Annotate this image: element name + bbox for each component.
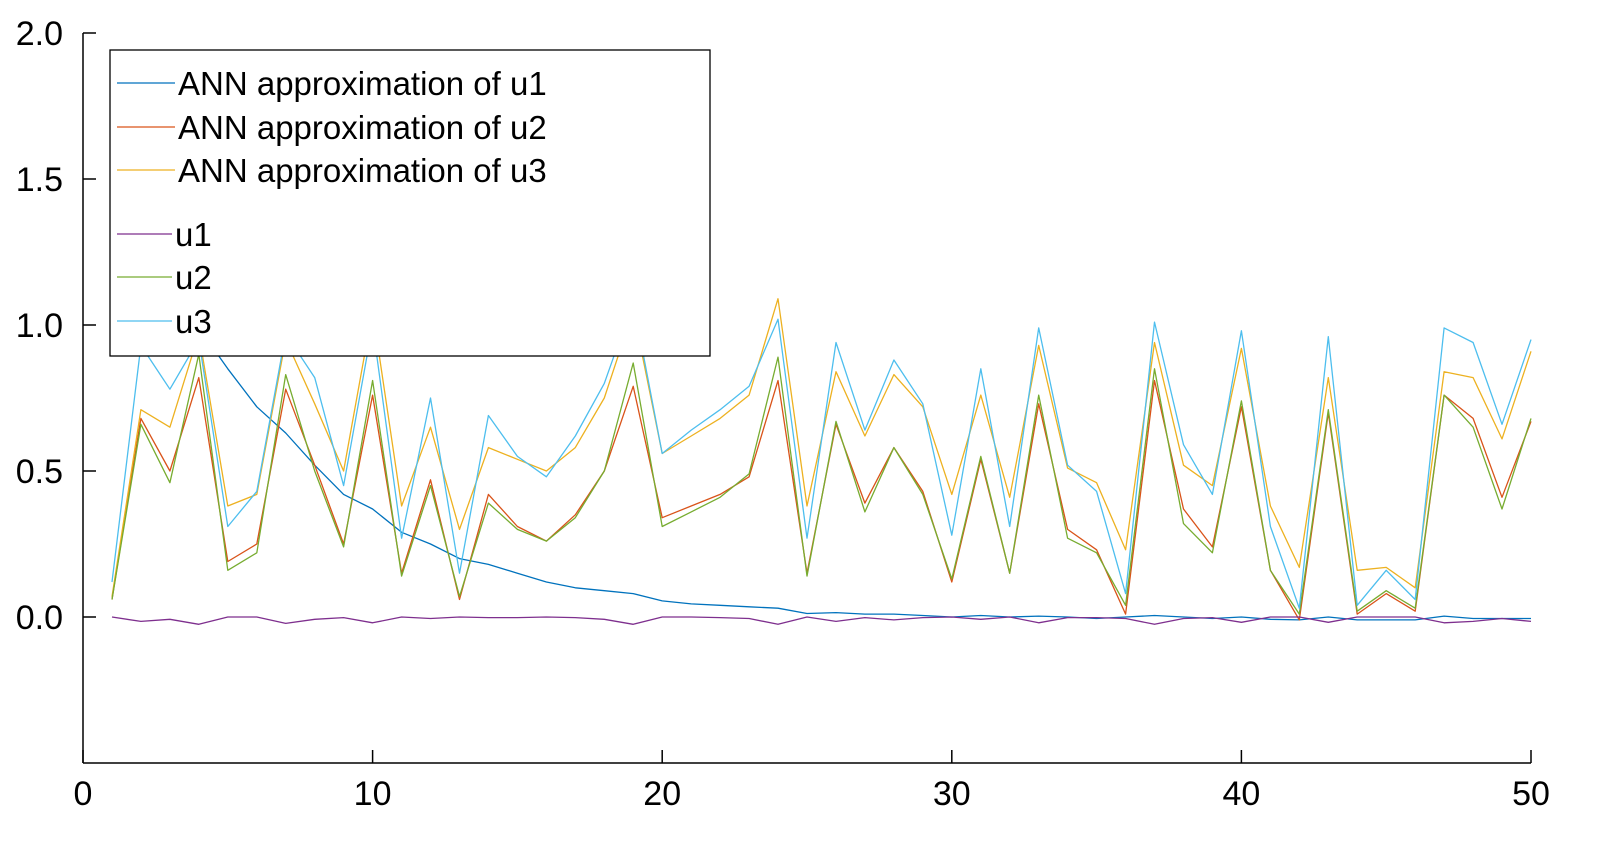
axes: 0.0 0.5 1.0 1.5 2.0 0 10 20 30 40 50 bbox=[16, 15, 1550, 813]
legend-label: ANN approximation of u1 bbox=[178, 65, 547, 102]
legend-label: ANN approximation of u2 bbox=[178, 109, 547, 146]
y-tick-label: 2.0 bbox=[16, 15, 63, 53]
legend-label: ANN approximation of u3 bbox=[178, 152, 547, 189]
x-tick-label: 40 bbox=[1222, 775, 1260, 813]
y-tick-label: 1.0 bbox=[16, 307, 63, 345]
x-tick-label: 20 bbox=[643, 775, 681, 813]
y-tick-label: 0.0 bbox=[16, 599, 63, 637]
legend-label: u1 bbox=[175, 216, 212, 253]
series-line-u2 bbox=[111, 353, 1532, 615]
x-tick-label: 10 bbox=[354, 775, 392, 813]
plot-lines bbox=[111, 274, 1532, 625]
series-line-u3 bbox=[111, 300, 1532, 609]
x-tick-label: 50 bbox=[1512, 775, 1550, 813]
series-line-ann-approximation-of-u1 bbox=[111, 274, 1531, 621]
x-tick-label: 30 bbox=[933, 775, 971, 813]
legend-label: u3 bbox=[175, 303, 212, 340]
legend-label: u2 bbox=[175, 259, 212, 296]
x-tick-label: 0 bbox=[74, 775, 93, 813]
legend: ANN approximation of u1 ANN approximation… bbox=[109, 49, 711, 357]
y-tick-label: 1.5 bbox=[16, 161, 63, 199]
series-line-u1 bbox=[111, 616, 1532, 625]
legend-box bbox=[109, 49, 711, 357]
y-tick-label: 0.5 bbox=[16, 453, 63, 491]
